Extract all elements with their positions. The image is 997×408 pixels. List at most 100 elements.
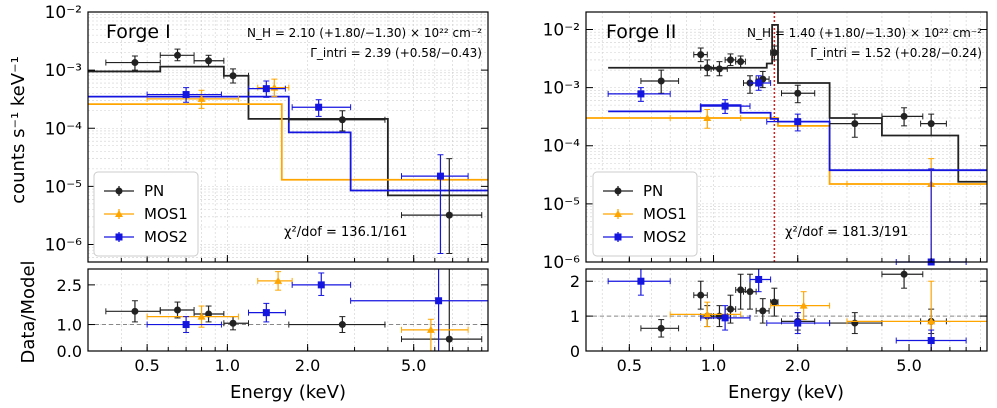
- data-marker: [851, 319, 859, 327]
- x-tick-label: 0.5: [617, 356, 642, 375]
- panel-title: Forge I: [106, 21, 171, 43]
- data-marker: [262, 309, 270, 317]
- data-points: [105, 48, 483, 255]
- data-point-pn: [881, 107, 924, 127]
- y-tick-label: 10⁻³: [45, 61, 82, 81]
- main-axes: [585, 11, 988, 263]
- data-marker: [703, 114, 712, 122]
- residual-point-pn: [755, 298, 770, 324]
- residual-points: [105, 268, 489, 352]
- residual-point-pn: [881, 268, 924, 289]
- x-axis-label-left: Energy (keV): [230, 382, 346, 403]
- data-point-pn: [920, 113, 947, 137]
- residual-point-mos2: [749, 268, 772, 293]
- data-marker: [338, 321, 346, 329]
- data-marker: [435, 297, 443, 305]
- data-marker: [338, 116, 346, 124]
- data-marker: [182, 91, 190, 99]
- data-marker: [637, 90, 645, 98]
- data-marker: [197, 312, 206, 320]
- data-marker: [794, 319, 802, 327]
- data-marker: [657, 77, 665, 85]
- data-marker: [927, 337, 935, 345]
- data-marker: [851, 120, 859, 128]
- data-point-mos2: [766, 113, 831, 132]
- y-tick-label: 10⁻²: [543, 20, 580, 40]
- data-marker: [131, 59, 139, 67]
- x-tick-label: 0.5: [134, 356, 159, 375]
- nh-annotation: N_H = 2.10 (+1.80/−1.30) × 10²² cm⁻²: [247, 26, 482, 40]
- residual-point-pn: [693, 280, 708, 310]
- y-tick-label: 10⁻²: [45, 3, 82, 23]
- legend: PN MOS1 MOS2: [93, 171, 199, 257]
- data-point-pn: [829, 113, 883, 138]
- data-point-pn: [159, 48, 195, 62]
- x-tick-label: 1.0: [215, 356, 240, 375]
- data-marker: [927, 317, 936, 325]
- data-marker: [426, 325, 435, 333]
- residual-point-pn: [770, 287, 779, 317]
- data-marker: [697, 291, 705, 299]
- data-marker: [657, 324, 665, 332]
- legend-label-mos2: MOS2: [144, 228, 188, 246]
- legend-label-mos1: MOS1: [643, 205, 687, 223]
- gamma-annotation: Γ_intri = 2.39 (+0.58/−0.43): [310, 46, 482, 60]
- data-marker: [770, 49, 778, 57]
- data-marker: [205, 57, 213, 65]
- data-marker: [205, 310, 213, 318]
- data-marker: [755, 79, 763, 87]
- gamma-annotation: Γ_intri = 1.52 (+0.28/−0.24): [810, 46, 982, 60]
- y-tick-label: 10⁻⁶: [543, 253, 581, 273]
- data-marker: [174, 306, 182, 314]
- data-marker: [229, 72, 237, 80]
- data-point-mos2: [291, 99, 352, 117]
- y-tick-label: 10⁻⁵: [543, 195, 580, 215]
- residual-point-mos2: [247, 302, 286, 323]
- x-tick-label: 2.0: [295, 356, 320, 375]
- chi2-annotation: χ²/dof = 181.3/191: [785, 225, 908, 240]
- data-marker: [697, 51, 705, 59]
- data-point-pn: [105, 55, 161, 71]
- data-marker: [229, 319, 237, 327]
- panel-forge-1: 0.5 1.0 2.0 5.0 10⁻⁶ 10⁻⁵ 10⁻⁴ 10⁻³ 10⁻² 0.0 1.0 2.…: [45, 3, 489, 375]
- data-marker: [274, 276, 283, 284]
- data-point-pn: [755, 70, 770, 89]
- data-marker: [637, 277, 645, 285]
- residual-point-pn: [400, 268, 483, 352]
- y-tick-label: 10⁻⁶: [45, 236, 83, 256]
- residual-point-mos1: [669, 301, 742, 328]
- data-marker: [317, 281, 325, 289]
- data-point-pn: [193, 54, 225, 68]
- data-point-mos2: [400, 154, 469, 255]
- ticks: 0.5 1.0 2.0 5.0 10⁻⁶ 10⁻⁵ 10⁻⁴ 10⁻³ 10⁻² 0 1 2: [543, 20, 987, 375]
- data-marker: [755, 275, 763, 283]
- data-point-mos2: [146, 87, 222, 103]
- data-marker: [799, 301, 808, 309]
- data-marker: [262, 85, 270, 93]
- data-point-pn: [640, 69, 680, 94]
- residual-point-mos2: [291, 272, 352, 296]
- data-point-mos1: [257, 78, 290, 98]
- residual-point-pn: [193, 305, 225, 323]
- data-marker: [721, 314, 729, 322]
- data-point-pn: [770, 45, 779, 61]
- data-marker: [727, 305, 735, 313]
- residual-point-mos1: [400, 318, 469, 352]
- grid: [586, 11, 987, 263]
- residual-y-tick-label: 0: [570, 342, 580, 361]
- data-marker: [794, 118, 802, 126]
- data-point-pn: [693, 47, 708, 63]
- data-marker: [727, 56, 735, 64]
- residual-point-mos2: [607, 268, 671, 296]
- residual-y-tick-label: 2.5: [57, 276, 82, 295]
- legend-entry-mos2: MOS2: [603, 228, 687, 246]
- data-marker: [746, 288, 754, 296]
- data-marker: [445, 211, 453, 219]
- grid: [87, 11, 488, 263]
- residual-y-tick-label: 0.0: [57, 342, 82, 361]
- data-marker: [445, 335, 453, 343]
- data-point-pn: [724, 53, 737, 67]
- x-tick-label: 1.0: [701, 356, 726, 375]
- model-step-pn: [608, 23, 987, 183]
- legend-label-mos2: MOS2: [643, 228, 687, 246]
